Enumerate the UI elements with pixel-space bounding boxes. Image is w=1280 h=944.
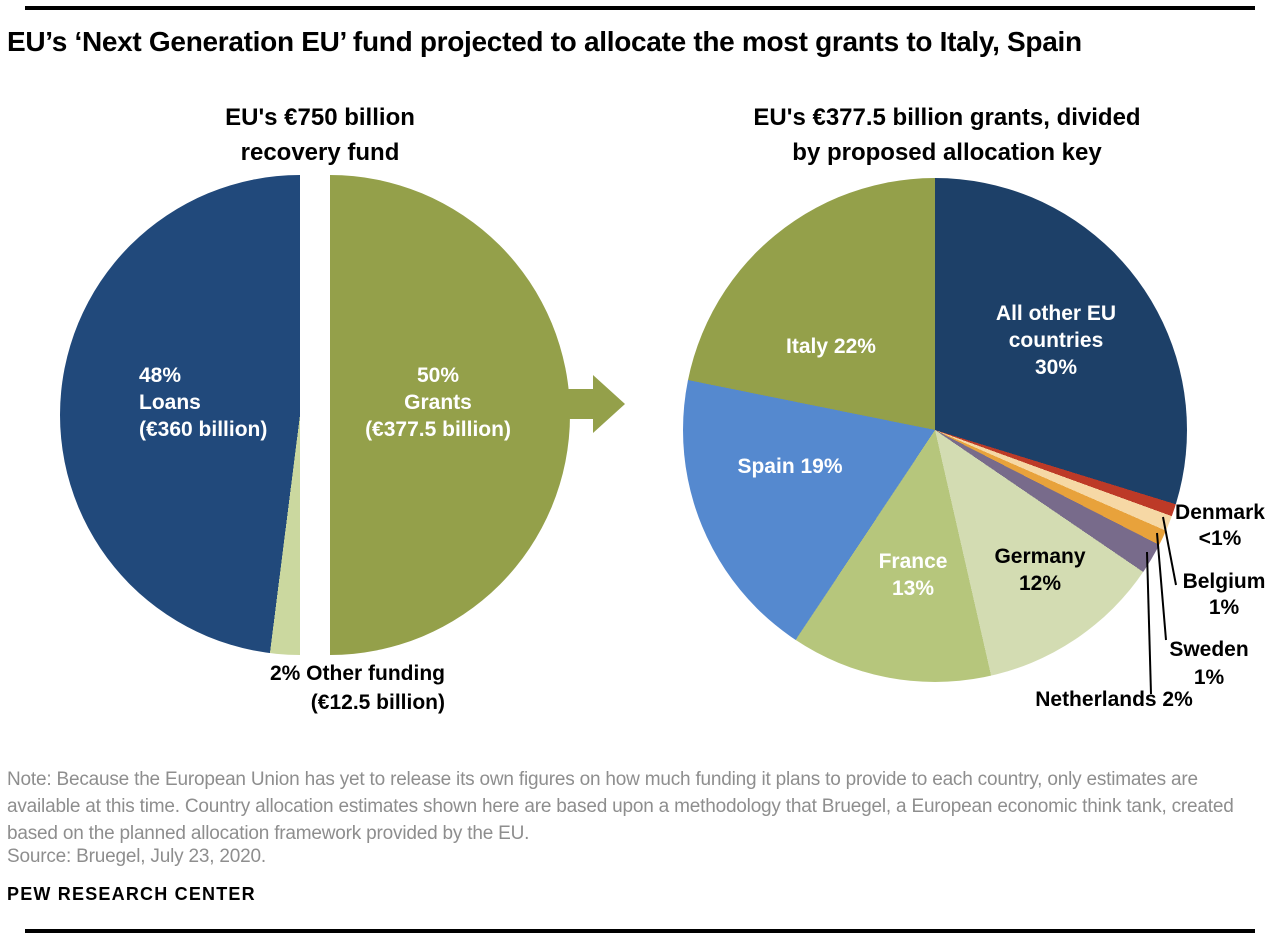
france-slice-label: France 13% <box>879 548 948 602</box>
page-title: EU’s ‘Next Generation EU’ fund projected… <box>7 26 1082 57</box>
germany-name: Germany <box>994 545 1086 568</box>
all-other-pct: 30% <box>1034 356 1078 379</box>
other-funding-line2: (€12.5 billion) <box>310 691 445 714</box>
arrow-head-icon <box>593 375 625 433</box>
bottom-rule <box>25 929 1255 933</box>
all-other-eu-slice-label: All other EU countries 30% <box>996 300 1116 381</box>
arrow-icon <box>558 389 594 419</box>
grants-slice-label: 50% Grants (€377.5 billion) <box>365 362 511 443</box>
sweden-leader-line <box>1156 532 1167 641</box>
right-chart-title-line2: by proposed allocation key <box>792 139 1102 166</box>
left-chart-title-line2: recovery fund <box>240 139 400 166</box>
germany-pct: 12% <box>1018 572 1062 595</box>
sweden-pct: 1% <box>1193 666 1225 689</box>
netherlands-slice-label: Netherlands 2% <box>1035 688 1193 711</box>
france-pct: 13% <box>891 577 935 600</box>
left-chart-title-line1: EU's €750 billion <box>225 104 415 131</box>
sweden-name: Sweden <box>1169 638 1249 661</box>
spain-slice-label: Spain 19% <box>737 455 843 478</box>
left-chart-title: EU's €750 billion recovery fund <box>225 100 415 170</box>
right-chart-title-line1: EU's €377.5 billion grants, divided <box>753 104 1141 131</box>
right-chart-title: EU's €377.5 billion grants, divided by p… <box>753 100 1140 170</box>
grants-amount: (€377.5 billion) <box>365 418 511 441</box>
grants-pie <box>683 178 1187 682</box>
germany-slice-label: Germany 12% <box>994 543 1085 597</box>
all-other-line1: All other EU <box>995 302 1117 325</box>
denmark-pct: <1% <box>1198 527 1242 550</box>
grants-name: Grants <box>404 391 472 414</box>
loans-name: Loans <box>139 391 201 414</box>
top-rule <box>25 6 1255 10</box>
note-text: Note: Because the European Union has yet… <box>7 769 1234 844</box>
source-text: Source: Bruegel, July 23, 2020. <box>7 846 266 867</box>
belgium-pct: 1% <box>1208 596 1240 619</box>
netherlands-leader-line <box>1146 551 1152 695</box>
belgium-slice-label: Belgium 1% <box>1183 569 1266 621</box>
loans-amount: (€360 billion) <box>139 418 268 441</box>
loans-slice-label: 48% Loans (€360 billion) <box>139 362 267 443</box>
france-name: France <box>878 550 948 573</box>
denmark-name: Denmark <box>1175 501 1265 524</box>
other-funding-slice-label: 2% Other funding (€12.5 billion) <box>270 659 445 717</box>
grants-pct: 50% <box>416 364 460 387</box>
belgium-name: Belgium <box>1182 570 1266 593</box>
other-funding-line1: 2% Other funding <box>270 662 445 685</box>
all-other-line2: countries <box>1008 329 1104 352</box>
denmark-slice-label: Denmark <1% <box>1175 500 1265 552</box>
sweden-slice-label: Sweden 1% <box>1169 636 1248 692</box>
brand-label: PEW RESEARCH CENTER <box>7 884 256 904</box>
loans-pct: 48% <box>139 364 182 387</box>
left-pie-grants-half <box>90 175 570 655</box>
italy-slice-label: Italy 22% <box>786 335 876 358</box>
